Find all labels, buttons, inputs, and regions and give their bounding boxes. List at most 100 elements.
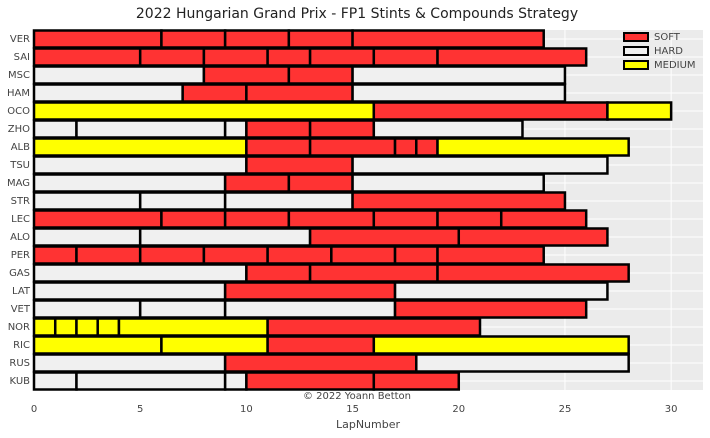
- y-tick-label: SAI: [14, 52, 30, 63]
- stint-bar: [372, 101, 609, 121]
- stint-bar: [245, 137, 312, 157]
- annotation: © 2022 Yoann Betton: [303, 391, 411, 402]
- stint-bar: [245, 119, 312, 139]
- stint-bar: [308, 47, 376, 67]
- x-tick-label: 0: [31, 404, 37, 415]
- stint-bar: [351, 155, 609, 175]
- stint-bar: [138, 47, 206, 67]
- stint-bar: [351, 173, 545, 193]
- stint-bar: [75, 245, 142, 265]
- stint-bar: [266, 335, 376, 355]
- stint-bar: [32, 353, 227, 373]
- stint-bar: [415, 353, 630, 373]
- stint-bar: [223, 119, 248, 139]
- stint-bar: [32, 245, 78, 265]
- stint-bar: [266, 317, 482, 337]
- y-tick-label: MSC: [8, 70, 30, 81]
- stint-bar: [436, 245, 545, 265]
- stint-bar: [32, 83, 184, 103]
- stint-bar: [32, 335, 163, 355]
- stint-bar: [245, 371, 376, 391]
- y-tick-label: ALO: [10, 232, 30, 243]
- stint-bar: [372, 371, 461, 391]
- stint-bar: [75, 119, 227, 139]
- stint-bar: [223, 281, 397, 301]
- stint-bar: [223, 191, 354, 211]
- y-tick-label: LEC: [11, 214, 30, 225]
- legend-label: HARD: [654, 46, 683, 57]
- stint-bar: [32, 263, 248, 283]
- stint-bar: [202, 47, 269, 67]
- stint-bar: [606, 101, 673, 121]
- stint-bar: [75, 317, 99, 337]
- stint-bar: [32, 155, 248, 175]
- x-tick-label: 25: [559, 404, 572, 415]
- stint-bar: [181, 83, 248, 103]
- y-tick-label: VET: [11, 304, 31, 315]
- stint-bar: [32, 191, 142, 211]
- stint-bar: [393, 299, 588, 319]
- stint-bar: [32, 173, 227, 193]
- stint-bar: [415, 137, 439, 157]
- stint-bar: [32, 209, 163, 229]
- stint-bar: [32, 317, 57, 337]
- y-tick-label: HAM: [7, 88, 30, 99]
- stint-bar: [245, 263, 312, 283]
- stint-bar: [436, 209, 503, 229]
- y-tick-label: ALB: [11, 142, 30, 153]
- stint-bar: [245, 155, 354, 175]
- legend-swatch: [623, 60, 649, 70]
- stint-bar: [351, 191, 567, 211]
- stint-bar: [308, 227, 461, 247]
- stint-bar: [96, 317, 121, 337]
- stint-bar: [32, 29, 163, 49]
- stint-bar: [223, 371, 248, 391]
- stint-bar: [308, 263, 439, 283]
- y-tick-label: ZHO: [8, 124, 30, 135]
- y-tick-label: MAG: [7, 178, 30, 189]
- stint-bar: [393, 245, 439, 265]
- x-axis-label: LapNumber: [336, 418, 401, 431]
- stint-bar: [202, 245, 269, 265]
- x-tick-label: 5: [137, 404, 143, 415]
- stint-bar: [160, 335, 269, 355]
- stint-bar: [32, 227, 142, 247]
- stint-bar: [32, 371, 78, 391]
- stint-bar: [32, 65, 206, 85]
- y-tick-label: TSU: [9, 160, 30, 171]
- stint-bar: [372, 335, 630, 355]
- stint-bar: [53, 317, 78, 337]
- stint-bar: [138, 227, 312, 247]
- stint-bar: [372, 119, 524, 139]
- stint-bar: [32, 137, 248, 157]
- stint-bar: [32, 281, 227, 301]
- y-tick-label: OCO: [7, 106, 30, 117]
- y-tick-label: GAS: [9, 268, 30, 279]
- legend-label: MEDIUM: [654, 60, 696, 71]
- stint-bar: [223, 209, 291, 229]
- stint-bar: [308, 137, 397, 157]
- x-tick-label: 15: [346, 404, 359, 415]
- stint-bar: [393, 137, 418, 157]
- y-tick-label: LAT: [12, 286, 31, 297]
- stint-bar: [266, 47, 312, 67]
- stint-bar: [287, 209, 376, 229]
- y-tick-label: NOR: [8, 322, 30, 333]
- stint-bar: [138, 245, 206, 265]
- stint-bar: [393, 281, 609, 301]
- chart-title: 2022 Hungarian Grand Prix - FP1 Stints &…: [136, 6, 578, 22]
- y-tick-label: RUS: [9, 358, 30, 369]
- stint-bar: [245, 83, 354, 103]
- y-tick-label: VER: [10, 34, 30, 45]
- stint-bar: [372, 209, 439, 229]
- stint-bar: [32, 47, 142, 67]
- legend-label: SOFT: [654, 32, 681, 43]
- y-tick-label: PER: [11, 250, 30, 261]
- y-tick-label: STR: [11, 196, 30, 207]
- stint-bar: [223, 173, 291, 193]
- stint-bar: [138, 299, 227, 319]
- stint-bar: [75, 371, 227, 391]
- x-tick-label: 20: [452, 404, 465, 415]
- stint-bar: [287, 65, 354, 85]
